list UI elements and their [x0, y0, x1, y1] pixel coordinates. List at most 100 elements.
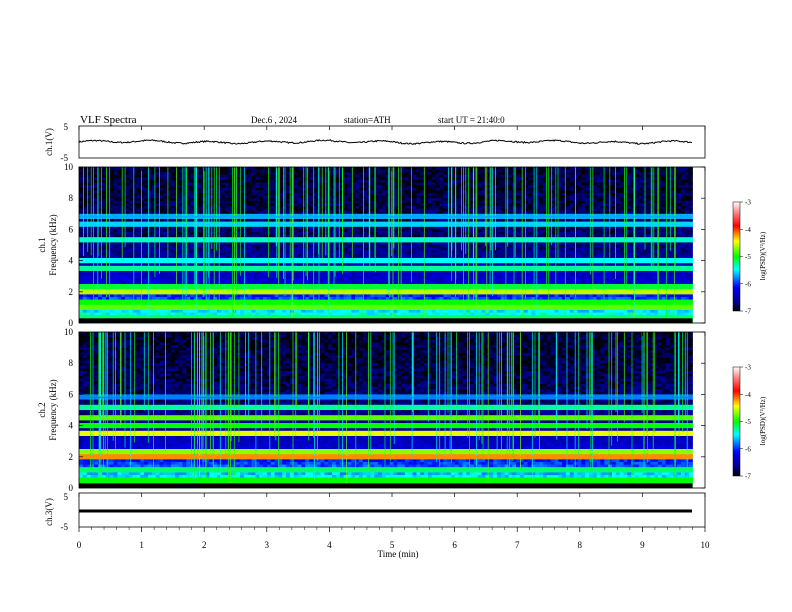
spectrogram-cell: [661, 211, 667, 215]
spectrogram-cell: [293, 226, 298, 230]
spectrogram-cell: [581, 229, 586, 233]
spectrogram-cell: [565, 174, 571, 178]
spectrogram-cell: [351, 234, 356, 238]
spectrogram-cell: [550, 167, 555, 170]
spectrogram-cell: [516, 208, 521, 212]
spectrogram-cell: [504, 213, 509, 217]
spectrogram-cell: [565, 195, 571, 199]
spectrogram-cell: [565, 211, 571, 215]
spectrogram-cell: [585, 226, 590, 230]
spectrogram-cell: [627, 206, 632, 209]
spectrogram-cell: [504, 190, 509, 194]
spectrogram-cell: [401, 167, 406, 170]
spectrogram-cell: [443, 187, 448, 191]
spectrogram-cell: [309, 198, 314, 202]
spectrogram-cell: [320, 180, 325, 183]
spectrogram-cell: [82, 169, 88, 173]
spectrogram-cell: [343, 208, 348, 212]
spectrogram-cell: [565, 185, 571, 189]
spectrogram-cell: [646, 234, 651, 238]
spectrogram-cell: [94, 206, 99, 209]
spectrogram-cell: [439, 213, 444, 217]
spectrogram-cell: [266, 198, 272, 202]
spectrogram-cell: [581, 242, 586, 246]
spectrogram-cell: [347, 237, 352, 241]
spectrogram-cell: [688, 219, 693, 222]
spectrogram-cell: [581, 216, 586, 220]
spectrogram-cell: [611, 203, 617, 207]
spectrogram-cell: [550, 182, 555, 186]
spectrogram-cell: [94, 185, 99, 189]
spectrogram-cell: [247, 208, 252, 212]
spectrogram-cell: [443, 193, 448, 196]
spectrogram-cell: [197, 219, 203, 222]
spectrogram-cell: [355, 245, 360, 248]
spectrogram-cell: [293, 187, 298, 191]
spectrogram-cell: [320, 167, 325, 170]
spectrogram-cell: [646, 187, 651, 191]
spectrogram-cell: [82, 247, 88, 251]
spectrogram-cell: [186, 234, 191, 238]
spectrogram-cell: [362, 203, 367, 207]
spectrogram-cell: [251, 226, 256, 230]
spectrogram-cell: [657, 185, 663, 189]
spectrogram-cell: [220, 198, 226, 202]
spectrogram-cell: [577, 198, 582, 202]
spectrogram-cell: [351, 206, 356, 209]
spectrogram-cell: [243, 211, 249, 215]
spectrogram-cell: [79, 211, 84, 215]
spectrogram-cell: [661, 221, 667, 225]
spectrogram-cell: [458, 234, 463, 238]
spectrogram-cell: [113, 182, 118, 186]
spectrogram-cell: [297, 237, 302, 241]
spectrogram-cell: [263, 200, 268, 204]
spectrogram-cell: [220, 229, 226, 233]
spectrogram-cell: [385, 206, 390, 209]
spectrogram-cell: [351, 208, 356, 212]
spectrogram-cell: [611, 206, 617, 209]
spectrogram-cell: [132, 174, 137, 178]
spectrogram-cell: [366, 172, 371, 176]
spectrogram-cell: [634, 167, 640, 170]
spectrogram-cell: [370, 229, 375, 233]
spectrogram-cell: [270, 211, 275, 215]
station-label: station=ATH: [344, 115, 391, 125]
spectrogram-cell: [266, 216, 272, 220]
spectrogram-cell: [205, 177, 210, 181]
spectrogram-cell: [309, 193, 314, 196]
spectrogram-cell: [151, 172, 157, 176]
spectrogram-cell: [347, 169, 352, 173]
spectrogram-cell: [270, 226, 275, 230]
spectrogram-cell: [485, 180, 490, 183]
spectrogram-cell: [163, 237, 168, 241]
spectrogram-cell: [550, 177, 555, 181]
spectrogram-cell: [412, 245, 417, 248]
spectrogram-cell: [236, 180, 241, 183]
spectrogram-cell: [159, 247, 164, 251]
spectrogram-cell: [113, 224, 118, 228]
spectrogram-cell: [320, 198, 325, 202]
spectrogram-cell: [646, 226, 651, 230]
spectrogram-cell: [454, 239, 459, 243]
spectrogram-cell: [366, 216, 371, 220]
spectrogram-cell: [665, 211, 670, 215]
spectrogram-cell: [477, 232, 482, 235]
spectrogram-cell: [627, 167, 632, 170]
spectrogram-cell: [339, 229, 344, 233]
spectrogram-cell: [408, 232, 413, 235]
spectrogram-cell: [205, 242, 210, 246]
spectrogram-cell: [665, 229, 670, 233]
spectrogram-cell: [228, 242, 233, 246]
spectrogram-cell: [669, 172, 674, 176]
spectrogram-cell: [201, 177, 206, 181]
spectrogram-cell: [562, 169, 567, 173]
spectrogram-cell: [381, 167, 387, 170]
spectrogram-cell: [596, 193, 601, 196]
spectrogram-cell: [550, 206, 555, 209]
spectrogram-cell: [397, 219, 402, 222]
spectrogram-cell: [220, 208, 226, 212]
spectrogram-cell: [335, 198, 341, 202]
spectrogram-cell: [431, 219, 436, 222]
spectrogram-cell: [481, 193, 486, 196]
spectrogram-cell: [627, 245, 632, 248]
